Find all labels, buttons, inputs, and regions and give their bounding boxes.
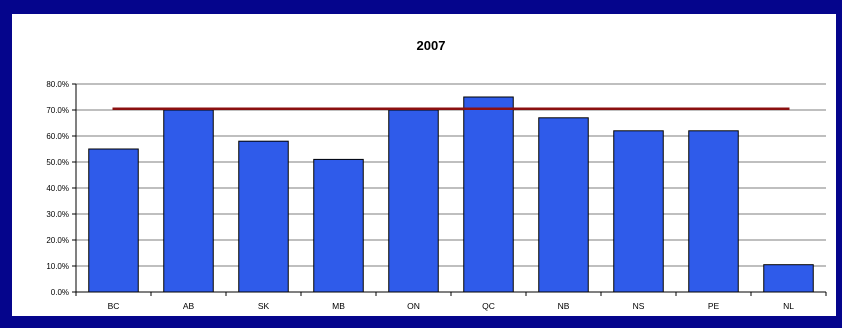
x-axis-tick-labels: BC AB SK MB ON QC NB NS PE NL	[108, 301, 795, 311]
bar-pe	[688, 130, 739, 293]
bar-mb	[313, 158, 364, 293]
y-tick-label: 50.0%	[46, 158, 69, 167]
bar-nl	[763, 264, 814, 293]
axes	[75, 84, 827, 296]
y-axis-tick-labels: 0.0% 10.0% 20.0% 30.0% 40.0% 50.0% 60.0% 70.0% 8…	[46, 80, 76, 297]
y-tick-label: 60.0%	[46, 132, 69, 141]
x-tick-label: SK	[258, 301, 270, 311]
x-tick-label: MB	[332, 301, 345, 311]
y-tick-label: 70.0%	[46, 106, 69, 115]
bar-sk	[238, 140, 289, 293]
bar-ab	[163, 109, 214, 293]
x-tick-label: NS	[633, 301, 645, 311]
bar-chart: 2007 0.0% 10.0% 20.0% 30.0% 40.0% 50.0% 60.0% 7…	[46, 38, 827, 311]
x-tick-label: NB	[558, 301, 570, 311]
chart-title: 2007	[417, 38, 446, 53]
bar-bc	[88, 148, 139, 293]
bar-qc	[463, 96, 514, 293]
x-tick-label: AB	[183, 301, 195, 311]
x-tick-label: NL	[783, 301, 794, 311]
y-tick-label: 40.0%	[46, 184, 69, 193]
x-tick-label: ON	[407, 301, 420, 311]
bar-on	[388, 109, 439, 293]
y-tick-label: 30.0%	[46, 210, 69, 219]
x-tick-label: QC	[482, 301, 495, 311]
bar-ns	[613, 130, 664, 293]
y-tick-label: 0.0%	[51, 288, 69, 297]
y-tick-label: 20.0%	[46, 236, 69, 245]
x-tick-label: BC	[108, 301, 120, 311]
y-tick-label: 10.0%	[46, 262, 69, 271]
x-tick-label: PE	[708, 301, 720, 311]
chart-panel: 2007 0.0% 10.0% 20.0% 30.0% 40.0% 50.0% 60.0% 7…	[12, 14, 836, 316]
bars	[88, 96, 814, 293]
y-tick-label: 80.0%	[46, 80, 69, 89]
bar-nb	[538, 117, 589, 293]
